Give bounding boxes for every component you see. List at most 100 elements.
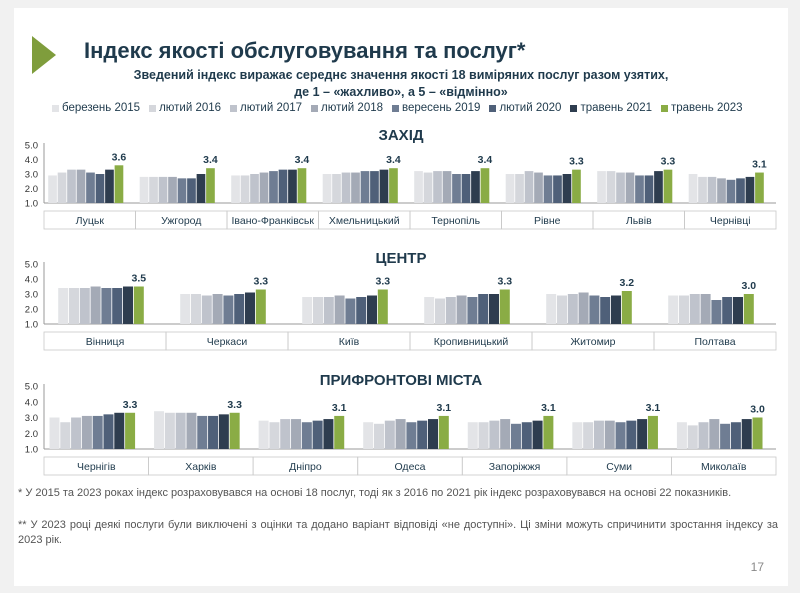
- category-cell: [684, 210, 777, 230]
- bar: [689, 294, 700, 324]
- data-label: 3.4: [295, 154, 310, 166]
- bar: [255, 289, 266, 324]
- subtitle-line-2: де 1 – «жахливо», а 5 – «відмінно»: [294, 85, 508, 99]
- bar: [543, 415, 554, 449]
- bar: [332, 174, 341, 203]
- category-label: Чернігів: [77, 461, 116, 473]
- bar: [278, 169, 288, 203]
- bar: [323, 297, 334, 324]
- bar: [433, 171, 442, 203]
- y-tick-label: 4.0: [25, 155, 38, 166]
- bar: [58, 288, 69, 324]
- bar: [60, 422, 71, 449]
- bar: [187, 178, 196, 203]
- bar: [625, 172, 635, 203]
- bar: [663, 169, 673, 203]
- legend-item: лютий 2018: [311, 102, 383, 114]
- bar: [489, 294, 499, 324]
- legend-label: лютий 2020: [499, 102, 562, 114]
- bar: [621, 291, 632, 324]
- bar: [567, 294, 578, 324]
- bar: [125, 412, 136, 449]
- bar: [578, 292, 589, 324]
- y-tick-label: 4.0: [25, 275, 38, 286]
- bar: [360, 171, 370, 203]
- bar: [442, 171, 452, 203]
- category-label: Полтава: [694, 336, 735, 348]
- data-label: 3.0: [741, 280, 756, 292]
- bar: [291, 419, 302, 449]
- category-label: Львів: [626, 215, 652, 227]
- bar: [745, 176, 755, 203]
- bar: [208, 415, 219, 449]
- bar: [428, 419, 438, 449]
- category-label: Харків: [185, 461, 217, 473]
- y-tick-label: 2.0: [25, 305, 38, 316]
- bar: [668, 295, 679, 324]
- bar: [229, 412, 240, 449]
- data-label: 3.3: [253, 276, 268, 288]
- bar: [269, 171, 278, 203]
- bar: [341, 172, 351, 203]
- category-label: Ужгород: [161, 215, 201, 227]
- bar: [553, 175, 562, 203]
- category-label: Суми: [606, 461, 632, 473]
- category-cell: [671, 456, 777, 476]
- bar: [435, 298, 445, 324]
- bar: [572, 422, 583, 449]
- category-label: Київ: [339, 336, 360, 348]
- bar: [69, 288, 79, 324]
- bar: [733, 297, 743, 324]
- bar: [196, 174, 206, 203]
- chart-title: ПРИФРОНТОВІ МІСТА: [320, 372, 483, 389]
- legend-swatch-icon: [52, 104, 59, 112]
- bar: [191, 294, 201, 324]
- bar: [438, 415, 449, 449]
- bar: [301, 422, 312, 449]
- bar: [687, 425, 698, 449]
- legend-swatch-icon: [311, 104, 319, 112]
- bar: [583, 422, 594, 449]
- data-label: 3.6: [112, 151, 127, 163]
- bar: [313, 297, 323, 324]
- legend-swatch-icon: [570, 104, 578, 112]
- bar: [698, 176, 707, 203]
- bar: [67, 169, 76, 203]
- bar: [635, 175, 644, 203]
- page-title: Індекс якості обслуговування та послуг*: [84, 38, 526, 63]
- legend-swatch-icon: [230, 104, 238, 112]
- bar: [71, 417, 82, 449]
- bar: [81, 415, 92, 449]
- category-label: Черкаси: [207, 336, 248, 348]
- bar: [374, 423, 384, 449]
- category-label: Хмельницький: [329, 215, 400, 227]
- bar: [164, 412, 175, 449]
- bar: [521, 422, 532, 449]
- bar: [231, 175, 240, 203]
- bar: [471, 171, 480, 203]
- bar: [334, 415, 345, 449]
- bar: [370, 171, 379, 203]
- category-label: Одеса: [395, 461, 426, 473]
- bar: [101, 288, 112, 324]
- legend-item: лютий 2016: [149, 102, 221, 114]
- bar: [356, 297, 367, 324]
- legend-label: травень 2023: [671, 102, 743, 114]
- bar: [478, 422, 489, 449]
- data-label: 3.4: [203, 154, 218, 166]
- bar: [676, 422, 687, 449]
- bar: [212, 294, 223, 324]
- bar: [726, 179, 736, 203]
- bar: [741, 419, 752, 449]
- bar: [615, 422, 626, 449]
- bar: [604, 420, 615, 449]
- data-label: 3.3: [661, 156, 676, 168]
- bar: [384, 420, 395, 449]
- bar: [467, 422, 478, 449]
- bar: [334, 295, 345, 324]
- bar: [461, 174, 471, 203]
- bar: [414, 171, 423, 203]
- category-label: Дніпро: [289, 461, 322, 473]
- category-label: Рівне: [534, 215, 561, 227]
- data-label: 3.1: [436, 402, 451, 414]
